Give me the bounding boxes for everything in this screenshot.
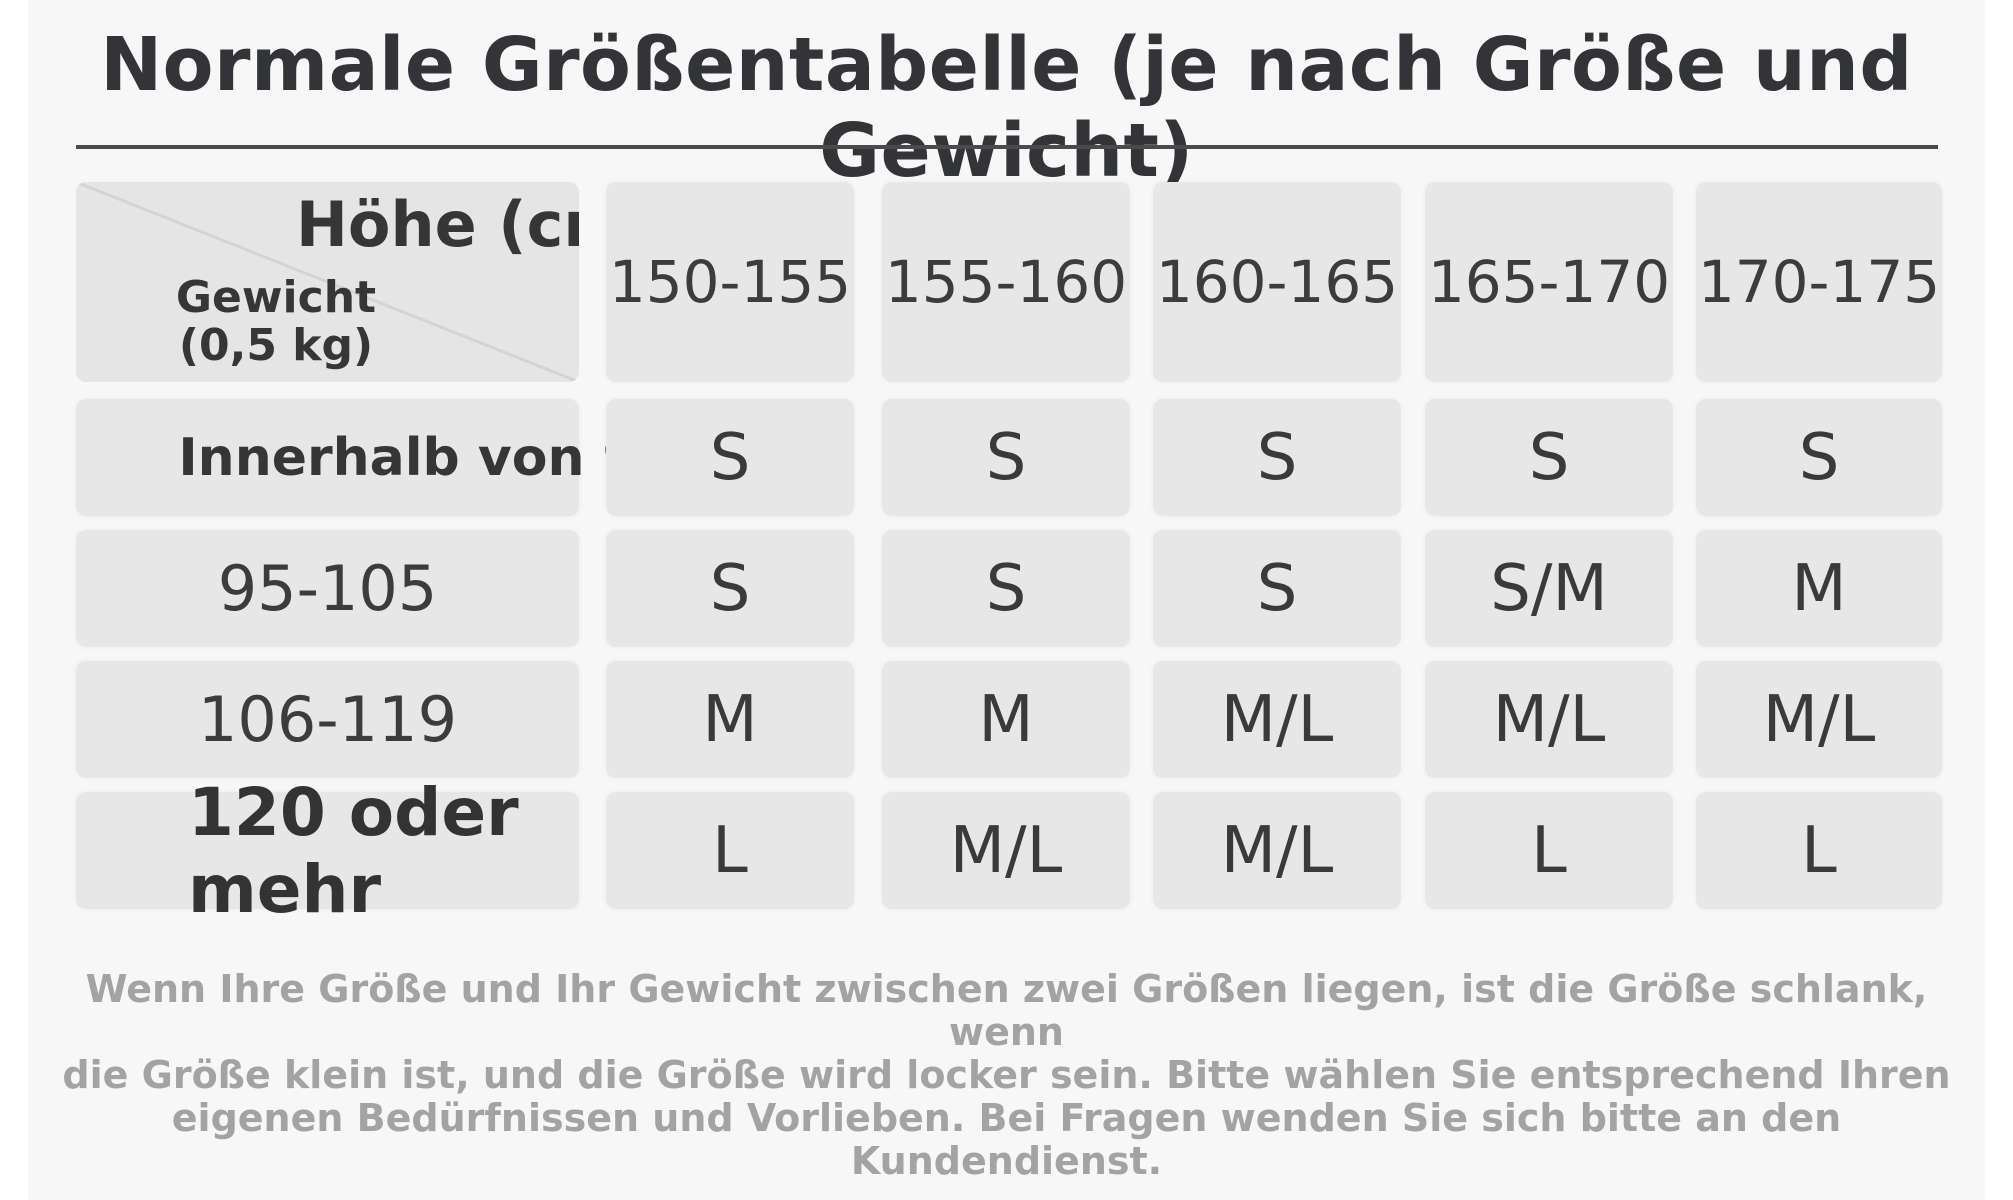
diagonal-divider-icon [76,182,579,382]
table-cell: M/L [1153,661,1401,778]
table-cell: S [606,530,854,647]
row-label-120-or-more: 120 oder mehr [76,774,579,928]
note-line-3: eigenen Bedürfnissen und Vorlieben. Bei … [171,1096,1842,1183]
table-cell: L [1425,792,1673,909]
column-header-170-175: 170-175 [1696,182,1942,382]
row-label-95-105: 95-105 [76,530,579,647]
table-cell: L [606,792,854,909]
table-cell: M/L [1696,661,1942,778]
weight-axis-label: Gewicht (0,5 kg) [146,274,406,370]
note-line-2: die Größe klein ist, und die Größe wird … [62,1053,1951,1097]
note-line-1: Wenn Ihre Größe und Ihr Gewicht zwischen… [85,967,1928,1054]
column-header-160-165: 160-165 [1153,182,1401,382]
weight-label-line2: (0,5 kg) [178,320,374,371]
row-label-within-94: Innerhalb von 94 [76,399,675,516]
table-cell: S [1153,530,1401,647]
table-cell: M [882,661,1130,778]
column-header-150-155: 150-155 [606,182,854,382]
row-label-106-119: 106-119 [76,661,579,778]
table-cell: S [1696,399,1942,516]
table-cell: M/L [882,792,1130,909]
corner-header-cell: Höhe (cm) Gewicht (0,5 kg) [76,182,579,382]
table-cell: S [1153,399,1401,516]
row-label-text: Innerhalb von 94 [178,427,675,488]
row-label-text: 120 oder mehr [188,773,519,928]
table-cell: M [1696,530,1942,647]
table-cell: S/M [1425,530,1673,647]
size-table: Höhe (cm) Gewicht (0,5 kg) 150-155 155-1… [76,182,1942,928]
column-header-155-160: 155-160 [882,182,1130,382]
column-header-165-170: 165-170 [1425,182,1673,382]
table-cell: L [1696,792,1942,909]
table-cell: S [606,399,854,516]
table-cell: S [1425,399,1673,516]
table-cell: M/L [1425,661,1673,778]
table-cell: S [882,399,1130,516]
height-axis-label: Höhe (cm) [296,188,579,261]
weight-label-line1: Gewicht [175,272,377,323]
table-cell: S [882,530,1130,647]
title-divider [76,145,1938,149]
sizing-note: Wenn Ihre Größe und Ihr Gewicht zwischen… [40,968,1973,1183]
table-cell: M/L [1153,792,1401,909]
chart-title: Normale Größentabelle (je nach Größe und… [100,22,1913,194]
table-cell: M [606,661,854,778]
